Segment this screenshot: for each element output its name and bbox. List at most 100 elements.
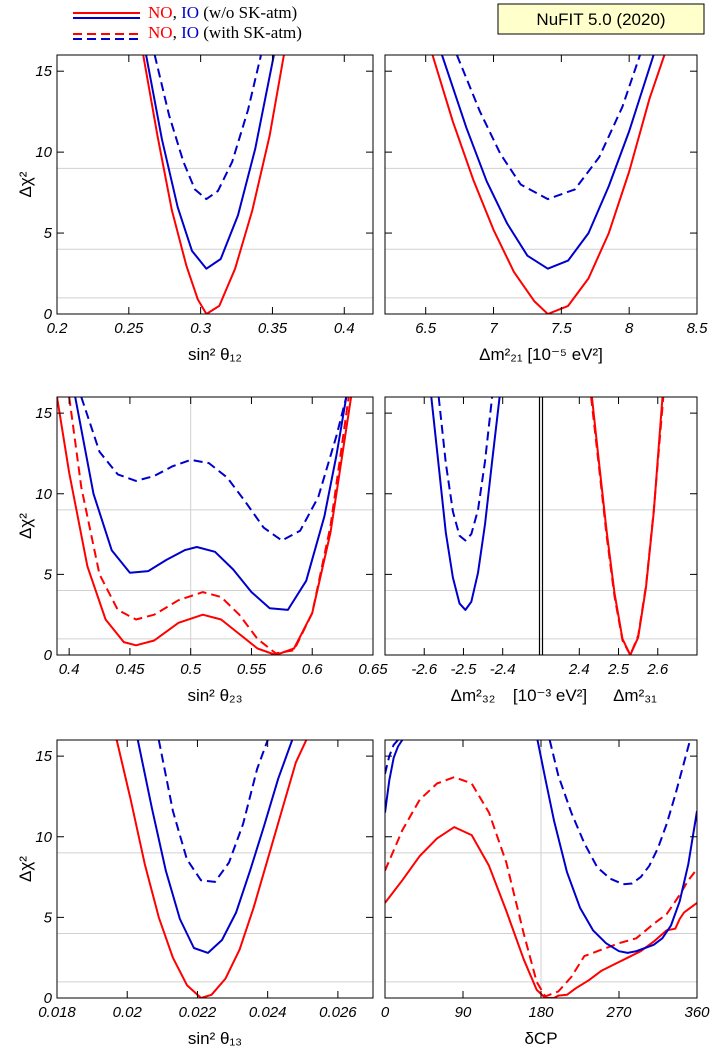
panels: 0 5 10 15 0.2 0.25 0.3 0.35 0.4 Δχ² sin² θ₁₂ 6.5 7 7.…	[16, 54, 710, 1048]
series-io-dash	[80, 397, 348, 542]
x-tick-label: 7	[489, 320, 498, 337]
panel-3: 0 5 10 15 0.4 0.45 0.5 0.55 0.6 0.65 Δχ² sin² θ₂₃	[16, 396, 388, 705]
x-axis-label-part: Δm²₃₁	[613, 686, 657, 705]
series-no-dash	[68, 397, 350, 655]
x-axis-label: sin² θ₁₃	[188, 1029, 242, 1048]
x-tick-label: -2.6	[411, 661, 438, 678]
x-tick-label: -2.5	[451, 661, 478, 678]
nufit-badge-text: NuFIT 5.0 (2020)	[536, 10, 665, 29]
panel-6: 0 90 180 270 360 δCP	[381, 739, 710, 1048]
panel-4-curves	[430, 397, 665, 655]
series-io-solid	[136, 740, 294, 954]
x-axis-label: sin² θ₂₃	[187, 686, 242, 705]
series-no-dash	[385, 776, 697, 998]
panel-2: 6.5 7 7.5 8 8.5 Δm²₂₁ [10⁻⁵ eV²]	[384, 54, 709, 364]
panel-1-curves	[142, 55, 285, 314]
x-tick-label: 0.25	[114, 320, 144, 337]
x-tick-label: 2.5	[607, 661, 630, 678]
series-no-solid	[142, 55, 285, 314]
plot-frame	[384, 54, 698, 315]
x-tick-label: 6.5	[415, 320, 437, 337]
panel-3-curves	[57, 397, 353, 655]
y-tick-label: 15	[35, 748, 52, 765]
x-axis-label: Δm²₂₁ [10⁻⁵ eV²]	[479, 345, 603, 364]
legend: NO, IO (w/o SK-atm) NO, IO (with SK-atm)	[73, 3, 302, 42]
nufit-badge: NuFIT 5.0 (2020)	[497, 3, 705, 35]
x-tick-label: 90	[455, 1004, 472, 1021]
x-axis-label: sin² θ₁₂	[188, 345, 242, 364]
panel-5: 0 5 10 15 0.018 0.02 0.022 0.024 0.026 Δχ² sin² θ₁…	[16, 739, 374, 1048]
x-tick-label: 2.6	[646, 661, 669, 678]
x-tick-label: 0.4	[59, 661, 80, 678]
y-tick-label: 10	[35, 486, 52, 503]
x-tick-label: 0.026	[319, 1004, 357, 1021]
legend-entry-1: NO, IO (w/o SK-atm)	[148, 3, 297, 22]
x-tick-label: -2.4	[490, 661, 516, 678]
series-io-solid	[441, 55, 655, 270]
x-tick-label: 0.35	[258, 320, 288, 337]
x-tick-label: 0.022	[179, 1004, 217, 1021]
x-tick-label: 0.4	[334, 320, 355, 337]
y-tick-label: 5	[44, 566, 53, 583]
series-io-dash	[157, 740, 269, 883]
panel-5-curves	[115, 740, 308, 998]
y-axis-label: Δχ²	[16, 171, 35, 197]
x-tick-label: 2.4	[568, 661, 590, 678]
x-axis-label-part: [10⁻³ eV²]	[513, 686, 587, 705]
x-tick-label: 0.3	[190, 320, 212, 337]
y-axis-label: Δχ²	[16, 513, 35, 539]
series-no-solid	[57, 397, 353, 655]
series-no-solid	[431, 55, 666, 314]
y-tick-label: 0	[44, 306, 53, 323]
x-tick-label: 360	[684, 1004, 710, 1021]
series-io-dash-left	[385, 740, 399, 775]
y-tick-label: 15	[35, 405, 52, 422]
x-tick-label: 180	[528, 1004, 554, 1021]
series-io-dash	[548, 740, 692, 886]
x-tick-label: 270	[605, 1004, 632, 1021]
series-no-solid	[590, 397, 664, 655]
x-tick-label: 8	[625, 320, 634, 337]
series-io-dash	[455, 55, 641, 201]
series-io-dash	[153, 55, 262, 201]
plot-frame	[56, 739, 374, 999]
x-tick-label: 0.45	[115, 661, 145, 678]
series-io-dash	[437, 397, 494, 542]
x-tick-label: 0.55	[237, 661, 267, 678]
y-tick-label: 5	[44, 225, 53, 242]
y-tick-label: 10	[35, 144, 52, 161]
x-tick-label: 0.65	[358, 661, 388, 678]
legend-entry-2: NO, IO (with SK-atm)	[148, 23, 302, 42]
x-axis-label: δCP	[524, 1029, 557, 1048]
y-tick-label: 0	[44, 647, 53, 664]
x-tick-label: 0	[381, 1004, 390, 1021]
series-io-solid	[536, 740, 697, 954]
panel-4: -2.6 -2.5 -2.4 2.4 2.5 2.6 Δm²₃₂ [10⁻³ eV²] Δm²₃…	[384, 396, 698, 705]
nufit-badge-box	[497, 3, 705, 35]
series-io-solid-left	[385, 740, 404, 813]
panel-1: 0 5 10 15 0.2 0.25 0.3 0.35 0.4 Δχ² sin² θ₁₂	[16, 54, 374, 364]
x-tick-label: 0.6	[302, 661, 324, 678]
x-tick-label: 0.2	[47, 320, 69, 337]
y-tick-label: 10	[35, 829, 52, 846]
series-io-solid	[145, 55, 275, 270]
series-io-solid	[430, 397, 501, 611]
y-tick-label: 0	[44, 990, 53, 1007]
panel-6-curves	[385, 740, 697, 998]
x-tick-label: 0.018	[38, 1004, 76, 1021]
y-axis-label: Δχ²	[16, 856, 35, 882]
x-tick-label: 8.5	[687, 320, 709, 337]
series-no-solid	[115, 740, 308, 998]
plot-frame	[384, 396, 698, 656]
x-axis-label-part: Δm²₃₂	[451, 686, 496, 705]
series-no-solid	[385, 826, 697, 998]
y-tick-label: 15	[35, 63, 52, 80]
y-tick-label: 5	[44, 909, 53, 926]
x-tick-label: 0.024	[249, 1004, 287, 1021]
x-tick-label: 0.5	[180, 661, 202, 678]
x-tick-label: 7.5	[551, 320, 573, 337]
plot-frame	[56, 54, 374, 315]
series-io-solid	[74, 397, 348, 611]
